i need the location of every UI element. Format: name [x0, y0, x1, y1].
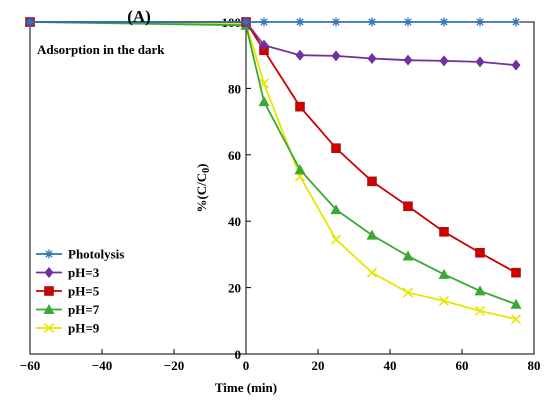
data-point	[367, 53, 377, 65]
series-photolysis	[25, 17, 521, 27]
y-tick-label: 80	[228, 81, 241, 96]
data-point	[366, 229, 378, 240]
data-point	[511, 17, 521, 27]
data-point	[331, 50, 341, 62]
data-point	[295, 49, 305, 61]
panel-label: (A)	[127, 7, 151, 26]
data-point	[475, 56, 485, 68]
legend-label: Photolysis	[68, 247, 124, 262]
data-point	[402, 250, 414, 261]
data-point	[474, 285, 486, 296]
x-tick-label: 60	[456, 358, 469, 373]
data-point	[331, 17, 341, 27]
data-point	[367, 176, 377, 187]
data-point	[438, 268, 450, 279]
series-line	[29, 21, 517, 321]
legend-item: pH=3	[36, 265, 100, 280]
data-point	[25, 17, 35, 27]
data-point	[511, 267, 521, 278]
data-point	[330, 234, 342, 245]
data-point	[295, 17, 305, 27]
legend-label: pH=9	[68, 321, 100, 336]
data-point	[295, 101, 305, 112]
data-point	[439, 17, 449, 27]
data-point	[403, 17, 413, 27]
data-point	[258, 96, 270, 107]
data-point	[330, 204, 342, 215]
legend-item: pH=5	[36, 284, 100, 299]
x-ticks: −60 −40 −20 0 20 40 60 80	[20, 349, 541, 373]
x-tick-label: −60	[20, 358, 40, 373]
series-line	[30, 21, 517, 67]
series-line	[29, 21, 517, 306]
y-tick-label: 40	[228, 214, 241, 229]
legend-marker	[43, 304, 55, 314]
legend-item: pH=9	[36, 321, 100, 336]
data-point	[294, 164, 306, 175]
legend-marker	[44, 286, 54, 296]
data-point	[439, 55, 449, 67]
legend-marker	[43, 322, 55, 334]
legend-marker	[44, 267, 54, 278]
data-point	[367, 17, 377, 27]
legend-marker	[44, 249, 54, 259]
data-point	[510, 314, 522, 325]
annotation-text: Adsorption in the dark	[37, 42, 165, 57]
data-point	[259, 17, 269, 27]
data-point	[475, 17, 485, 27]
x-tick-label: 80	[528, 358, 541, 373]
data-point	[439, 227, 449, 237]
data-point	[403, 54, 413, 66]
legend-label: pH=5	[68, 284, 100, 299]
legend-label: pH=3	[68, 265, 100, 280]
x-tick-label: 20	[312, 358, 325, 373]
x-tick-label: 40	[384, 358, 397, 373]
y-tick-label: 0	[235, 347, 242, 362]
x-tick-label: 0	[243, 358, 250, 373]
legend-item: Photolysis	[36, 247, 124, 262]
x-tick-label: −40	[92, 358, 112, 373]
legend-label: pH=7	[68, 302, 100, 317]
data-point	[510, 298, 522, 309]
data-point	[511, 59, 521, 71]
y-tick-label: 20	[228, 281, 241, 296]
data-point	[438, 295, 450, 306]
y-tick-label: 60	[228, 148, 241, 163]
data-point	[475, 247, 485, 258]
data-point	[259, 39, 269, 51]
data-point	[366, 267, 378, 278]
y-axis-label: %(C/C0)	[194, 163, 212, 212]
data-point	[331, 143, 341, 153]
legend-item: pH=7	[36, 302, 100, 317]
x-axis-label: Time (min)	[215, 380, 277, 395]
data-point	[403, 201, 413, 212]
series-layer	[24, 16, 522, 325]
x-tick-label: −20	[164, 358, 184, 373]
series-line	[30, 21, 517, 274]
legend: Photolysis pH=3 pH=5 pH=7 pH=9	[36, 247, 124, 336]
data-point	[241, 17, 251, 27]
data-point	[402, 287, 414, 298]
data-point	[474, 305, 486, 316]
